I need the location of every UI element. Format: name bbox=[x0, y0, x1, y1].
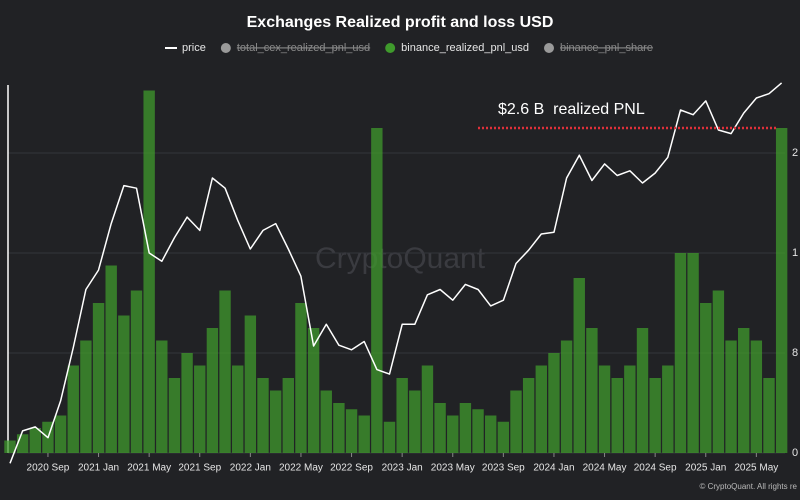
bar bbox=[118, 315, 130, 453]
bar bbox=[611, 378, 623, 453]
x-tick-label: 2022 Sep bbox=[330, 463, 373, 474]
legend-label: binance_pnl_share bbox=[560, 42, 653, 54]
bar bbox=[54, 415, 67, 453]
x-tick-label: 2023 Jan bbox=[382, 463, 423, 474]
legend-label: total_cex_realized_pnl_usd bbox=[237, 42, 370, 54]
legend-swatch bbox=[220, 43, 231, 53]
bar bbox=[636, 328, 649, 453]
y-tick-label: 1 bbox=[792, 247, 798, 259]
x-tick-label: 2021 Jan bbox=[78, 463, 119, 474]
bar bbox=[295, 303, 307, 453]
bar bbox=[725, 340, 737, 453]
x-tick-label: 2021 Sep bbox=[178, 463, 221, 474]
bar bbox=[750, 340, 763, 453]
bar bbox=[662, 365, 674, 453]
price-line bbox=[9, 82, 783, 464]
bar bbox=[700, 303, 712, 453]
x-tick-label: 2024 Sep bbox=[634, 463, 677, 474]
x-tick-label: 2025 Jan bbox=[685, 463, 726, 474]
bar bbox=[320, 390, 332, 453]
bar bbox=[649, 378, 661, 453]
y-tick-label: 8 bbox=[792, 347, 798, 359]
bar bbox=[16, 434, 29, 453]
bar bbox=[485, 415, 497, 453]
x-tick-label: 2025 May bbox=[734, 463, 778, 474]
bar bbox=[573, 278, 585, 453]
y-tick-label: 0 bbox=[792, 447, 798, 459]
bar bbox=[282, 378, 294, 453]
bar bbox=[29, 428, 41, 453]
x-tick-label: 2021 May bbox=[127, 463, 171, 474]
bar bbox=[168, 378, 181, 453]
legend-swatch bbox=[544, 43, 554, 53]
bar bbox=[586, 328, 598, 453]
source: © CryptoQuant. All rights re bbox=[700, 482, 798, 491]
bar bbox=[156, 340, 168, 453]
bar bbox=[598, 365, 611, 453]
legend-item: binance_realized_pnl_usd bbox=[385, 42, 529, 54]
legend-label: price bbox=[182, 42, 206, 54]
bar bbox=[232, 365, 244, 453]
bar bbox=[535, 365, 547, 453]
bar bbox=[105, 265, 117, 453]
bar bbox=[434, 403, 446, 453]
bar bbox=[522, 378, 535, 453]
annotation-text: $2.6 B realized PNL bbox=[498, 101, 645, 118]
bar bbox=[763, 378, 775, 453]
legend-swatch bbox=[385, 43, 396, 53]
bar bbox=[421, 365, 434, 453]
x-tick-label: 2022 Jan bbox=[230, 463, 271, 474]
bar bbox=[257, 378, 269, 453]
bar bbox=[447, 415, 459, 453]
bar bbox=[409, 390, 421, 453]
x-tick-label: 2020 Sep bbox=[27, 463, 70, 474]
bar bbox=[497, 421, 510, 453]
x-tick-label: 2024 Jan bbox=[533, 463, 574, 474]
bar bbox=[548, 353, 560, 453]
bar bbox=[358, 415, 370, 453]
bar bbox=[92, 303, 105, 453]
bar bbox=[510, 390, 522, 453]
bar bbox=[67, 365, 79, 453]
bar bbox=[371, 128, 383, 453]
x-tick-label: 2023 May bbox=[431, 463, 475, 474]
bar bbox=[219, 290, 231, 453]
bar bbox=[712, 290, 725, 453]
x-tick-label: 2023 Sep bbox=[482, 463, 525, 474]
x-tick-label: 2024 May bbox=[583, 463, 627, 474]
bar bbox=[206, 328, 219, 453]
bar bbox=[244, 315, 257, 453]
bar bbox=[269, 390, 282, 453]
y-tick-label: 2 bbox=[792, 147, 798, 159]
bar bbox=[775, 128, 788, 453]
bar bbox=[80, 340, 92, 453]
watermark: CryptoQuant bbox=[315, 242, 486, 275]
legend-label: binance_realized_pnl_usd bbox=[401, 42, 529, 54]
bar bbox=[738, 328, 750, 453]
chart-title: Exchanges Realized profit and loss USD bbox=[247, 14, 554, 31]
bar bbox=[333, 403, 345, 453]
bar bbox=[459, 403, 472, 453]
bar bbox=[674, 253, 687, 453]
bar bbox=[383, 421, 396, 453]
legend-item: total_cex_realized_pnl_usd bbox=[220, 42, 370, 54]
bar bbox=[560, 340, 573, 453]
bar bbox=[624, 365, 636, 453]
legend-item: price bbox=[165, 42, 206, 54]
bar bbox=[194, 365, 206, 453]
bar bbox=[143, 90, 155, 453]
bar bbox=[345, 409, 358, 453]
bar bbox=[4, 440, 16, 453]
x-tick-label: 2022 May bbox=[279, 463, 323, 474]
bar bbox=[687, 253, 699, 453]
bar bbox=[181, 353, 193, 453]
bar bbox=[130, 290, 143, 453]
legend-item: binance_pnl_share bbox=[544, 42, 653, 54]
bar bbox=[307, 328, 320, 453]
bar bbox=[472, 409, 484, 453]
bar bbox=[396, 378, 408, 453]
